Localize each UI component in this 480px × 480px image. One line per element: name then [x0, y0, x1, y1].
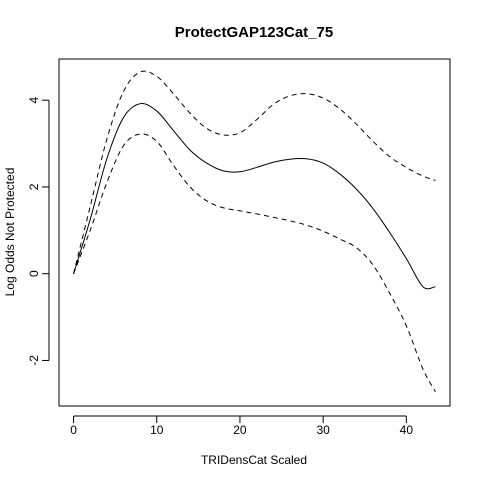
y-tick-label: 4 [27, 97, 41, 104]
y-axis: -2 0 2 4 [27, 97, 50, 366]
series-layer [73, 70, 436, 392]
x-tick-label: 0 [70, 423, 77, 437]
x-axis: 0 10 20 30 40 [70, 415, 414, 437]
plot-frame [58, 58, 451, 407]
x-tick-label: 30 [316, 423, 330, 437]
series-line-upper-bound [73, 70, 436, 274]
series-line-fit [73, 103, 436, 290]
x-axis-label: TRIDensCat Scaled [201, 453, 307, 467]
y-tick-label: -2 [27, 355, 41, 366]
x-tick-label: 20 [233, 423, 247, 437]
x-tick-label: 40 [400, 423, 414, 437]
x-tick-label: 10 [150, 423, 164, 437]
series-line-lower-bound [73, 133, 436, 392]
y-tick-label: 0 [27, 270, 41, 277]
y-tick-label: 2 [27, 183, 41, 190]
y-axis-label: Log Odds Not Protected [3, 168, 17, 297]
chart-title: ProtectGAP123Cat_75 [175, 24, 333, 41]
